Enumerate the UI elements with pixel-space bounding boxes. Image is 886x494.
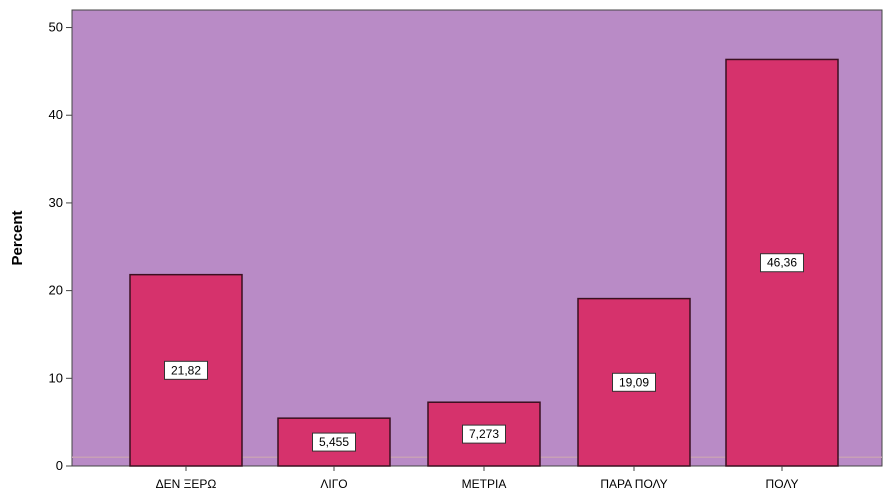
data-label-box-4 [760, 253, 804, 273]
x-tick-label-3: ΠΑΡΑ ΠΟΛΥ [600, 477, 667, 491]
data-label-box-2 [462, 424, 506, 444]
x-tick-label-1: ΛΙΓΟ [320, 477, 347, 491]
data-label-box-1 [312, 432, 356, 452]
x-tick-label-4: ΠΟΛΥ [766, 477, 799, 491]
y-tick-label-1: 10 [49, 370, 63, 385]
data-label-4: 46,36 [767, 256, 797, 270]
data-label-box-0 [164, 360, 208, 380]
y-tick-label-0: 0 [56, 458, 63, 473]
data-label-0: 21,82 [171, 363, 201, 377]
y-tick-label-2: 20 [49, 283, 63, 298]
data-label-3: 19,09 [619, 375, 649, 389]
x-tick-label-0: ΔΕΝ ΞΕΡΩ [156, 477, 217, 491]
data-label-2: 7,273 [469, 427, 499, 441]
x-tick-label-2: ΜΕΤΡΙΑ [462, 477, 507, 491]
y-tick-label-4: 40 [49, 107, 63, 122]
y-tick-label-5: 50 [49, 20, 63, 35]
y-tick-label-3: 30 [49, 195, 63, 210]
data-label-box-3 [612, 372, 656, 392]
x-axis: ΔΕΝ ΞΕΡΩ ΛΙΓΟ ΜΕΤΡΙΑ ΠΑΡΑ ΠΟΛΥ ΠΟΛΥ [156, 466, 799, 491]
data-label-1: 5,455 [319, 435, 349, 449]
y-axis-label: Percent [9, 210, 26, 265]
data-labels-layer: 21,82 5,455 7,273 19,09 46,36 [164, 253, 804, 452]
y-axis: 0 10 20 30 40 50 [49, 20, 72, 473]
